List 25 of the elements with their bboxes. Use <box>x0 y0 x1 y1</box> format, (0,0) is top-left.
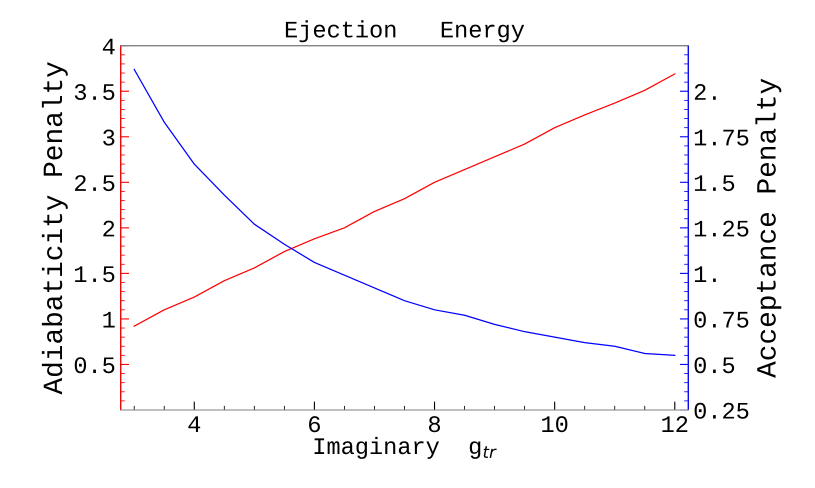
y2-tick-label: 2. <box>694 84 716 100</box>
y2-tick-label: 1.5 <box>694 175 734 192</box>
chart-title: Ejection Energy <box>286 20 524 42</box>
y-tick-label: 0.5 <box>74 357 114 374</box>
x-tick-label: 10 <box>542 416 568 432</box>
y2-tick-label: 0.75 <box>694 312 748 328</box>
x-axis-title: Imaginary g$_{tr}$ <box>314 436 497 459</box>
y-tick-label: 3.5 <box>74 84 114 100</box>
x-tick-label: 6 <box>309 416 320 432</box>
y-tick-label: 2.5 <box>74 175 114 192</box>
y2-tick-label: 0.5 <box>694 357 734 374</box>
y-tick-label: 1.5 <box>75 266 114 282</box>
x-tick-label: 4 <box>188 416 200 432</box>
y-tick-label: 4 <box>102 38 115 54</box>
y2-tick-label: 1.75 <box>694 130 748 146</box>
y-tick-label: 1 <box>103 312 115 328</box>
y-axis-title: Adiabaticity Penalty <box>42 62 68 395</box>
y2-tick-label: 1.25 <box>694 220 748 237</box>
y2-tick-label: 0.25 <box>694 402 748 419</box>
y-tick-label: 2 <box>103 220 114 236</box>
y2-axis-title: Acceptance Penalty <box>755 78 782 378</box>
y-tick-label: 3 <box>103 130 114 146</box>
x-tick-label: 12 <box>662 416 688 432</box>
y2-tick-label: 1. <box>694 266 716 282</box>
x-tick-label: 8 <box>428 416 440 432</box>
